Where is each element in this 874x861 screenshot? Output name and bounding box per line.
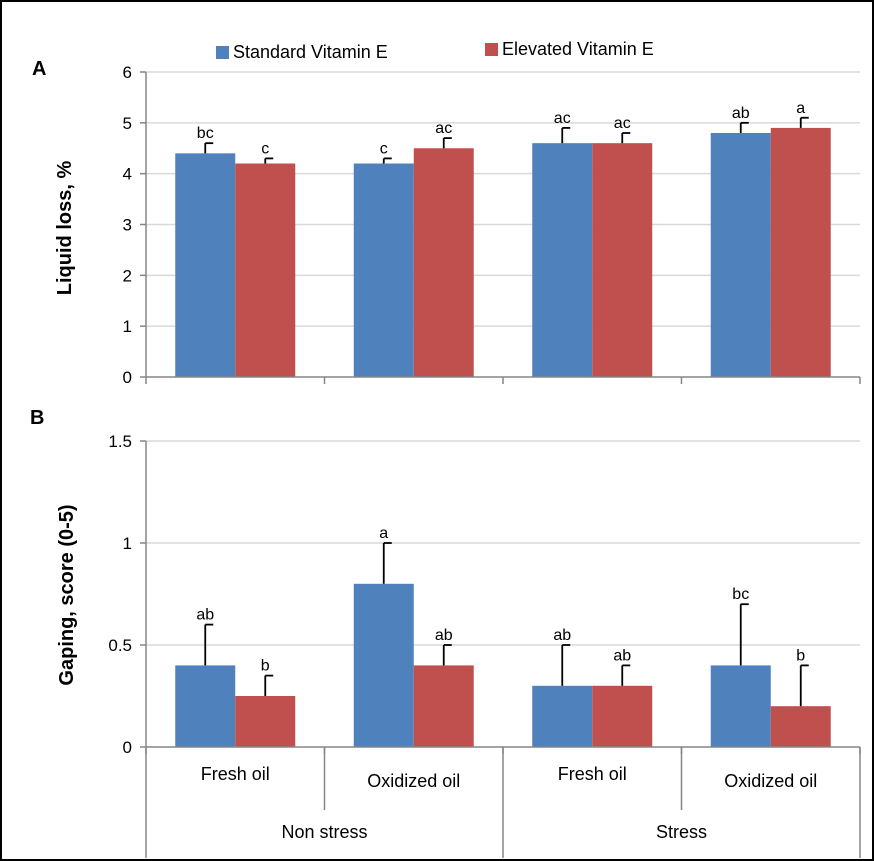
legend-swatch-standard	[216, 46, 229, 59]
bar	[353, 163, 414, 377]
significance-letter: ab	[553, 627, 571, 644]
significance-letter: ab	[613, 647, 631, 664]
y-tick-label: 0	[123, 738, 132, 757]
x-category-label: Oxidized oil	[367, 771, 460, 791]
bar	[770, 127, 831, 378]
y-tick-label: 3	[123, 216, 132, 235]
bar	[175, 153, 236, 377]
x-category-label: Fresh oil	[201, 764, 270, 784]
significance-letter: ac	[435, 120, 452, 137]
panel-a-ylabel: Liquid loss, %	[54, 161, 76, 296]
bar	[592, 685, 653, 747]
x-category-label: Fresh oil	[558, 764, 627, 784]
bar	[413, 148, 474, 377]
panel-a-letter: A	[32, 58, 46, 80]
y-tick-label: 4	[123, 165, 132, 184]
bar	[710, 133, 771, 377]
x-group-label: Non stress	[281, 822, 367, 842]
significance-letter: ab	[196, 607, 214, 624]
y-tick-label: 0.5	[108, 636, 132, 655]
bar	[532, 143, 593, 377]
x-category-label: Oxidized oil	[724, 771, 817, 791]
bar	[175, 665, 236, 747]
y-tick-label: 6	[123, 63, 132, 82]
significance-letter: ab	[732, 105, 750, 122]
y-tick-label: 2	[123, 266, 132, 285]
panel-b-plot: 0 0.5 1 1.5 ab b a ab ab ab bc b	[108, 432, 861, 757]
bar	[770, 706, 831, 747]
legend-label-elevated: Elevated Vitamin E	[502, 39, 654, 59]
bar	[532, 685, 593, 747]
bar	[413, 665, 474, 747]
y-tick-label: 1	[123, 534, 132, 553]
bar	[235, 163, 296, 377]
bar	[353, 583, 414, 747]
panel-b-letter: B	[30, 407, 44, 429]
panel-a-ylabel-wrap: Liquid loss, %	[54, 161, 76, 296]
panel-b-ylabel-wrap: Gaping, score (0-5)	[56, 504, 78, 685]
significance-letter: bc	[732, 586, 749, 603]
significance-letter: b	[796, 647, 805, 664]
x-axis: Fresh oil Oxidized oil Fresh oil Oxidized o…	[145, 747, 861, 858]
bar	[235, 696, 296, 747]
significance-letter: a	[379, 525, 388, 542]
legend-swatch-elevated	[485, 43, 498, 56]
significance-letter: ac	[554, 110, 571, 127]
y-tick-label: 5	[123, 114, 132, 133]
y-tick-label: 1	[123, 317, 132, 336]
y-tick-label: 1.5	[108, 432, 132, 451]
significance-letter: ac	[614, 115, 631, 132]
y-tick-label: 0	[123, 368, 132, 387]
panel-a-plot: 0 1 2 3 4 5 6 bc c c ac ac ac ab a	[123, 63, 861, 387]
x-group-label: Stress	[656, 822, 707, 842]
bar	[710, 665, 771, 747]
significance-letter: c	[380, 140, 388, 157]
legend-label-standard: Standard Vitamin E	[233, 42, 388, 62]
legend: Standard Vitamin E Elevated Vitamin E	[216, 39, 654, 62]
significance-letter: bc	[197, 125, 214, 142]
significance-letter: b	[261, 658, 270, 675]
significance-letter: c	[261, 140, 269, 157]
significance-letter: ab	[435, 627, 453, 644]
panel-b-ylabel: Gaping, score (0-5)	[56, 504, 78, 685]
significance-letter: a	[796, 100, 805, 117]
bar	[592, 143, 653, 377]
